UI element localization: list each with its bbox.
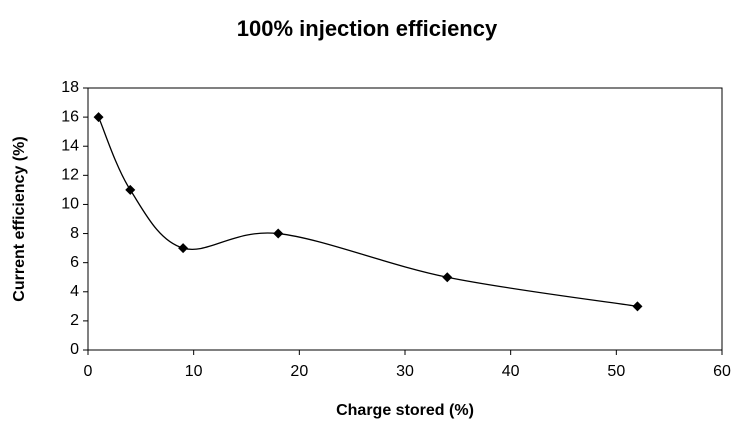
y-tick-label: 14 [61, 137, 79, 154]
y-tick-label: 8 [70, 225, 79, 242]
data-point [125, 184, 136, 195]
x-tick-label: 60 [713, 363, 731, 380]
chart-title: 100% injection efficiency [237, 16, 498, 41]
x-tick-label: 10 [185, 363, 203, 380]
data-point [178, 243, 189, 254]
data-point [93, 112, 104, 123]
y-tick-label: 2 [70, 312, 79, 329]
x-axis-label: Charge stored (%) [336, 402, 474, 419]
y-tick-label: 16 [61, 108, 79, 125]
x-tick-label: 50 [607, 363, 625, 380]
plot-area [87, 87, 723, 351]
data-line [97, 116, 638, 307]
y-tick-label: 10 [61, 196, 79, 213]
data-point [442, 272, 453, 283]
data-point [632, 301, 643, 312]
x-tick-label: 40 [502, 363, 520, 380]
x-tick-label: 0 [84, 363, 93, 380]
x-tick-label: 30 [396, 363, 414, 380]
data-point [273, 228, 284, 239]
x-tick-label: 20 [290, 363, 308, 380]
y-tick-label: 4 [70, 283, 79, 300]
y-tick-label: 6 [70, 254, 79, 271]
y-tick-label: 12 [61, 167, 79, 184]
y-tick-label: 0 [70, 341, 79, 358]
y-axis-label: Current efficiency (%) [11, 136, 28, 301]
y-tick-label: 18 [61, 79, 79, 96]
